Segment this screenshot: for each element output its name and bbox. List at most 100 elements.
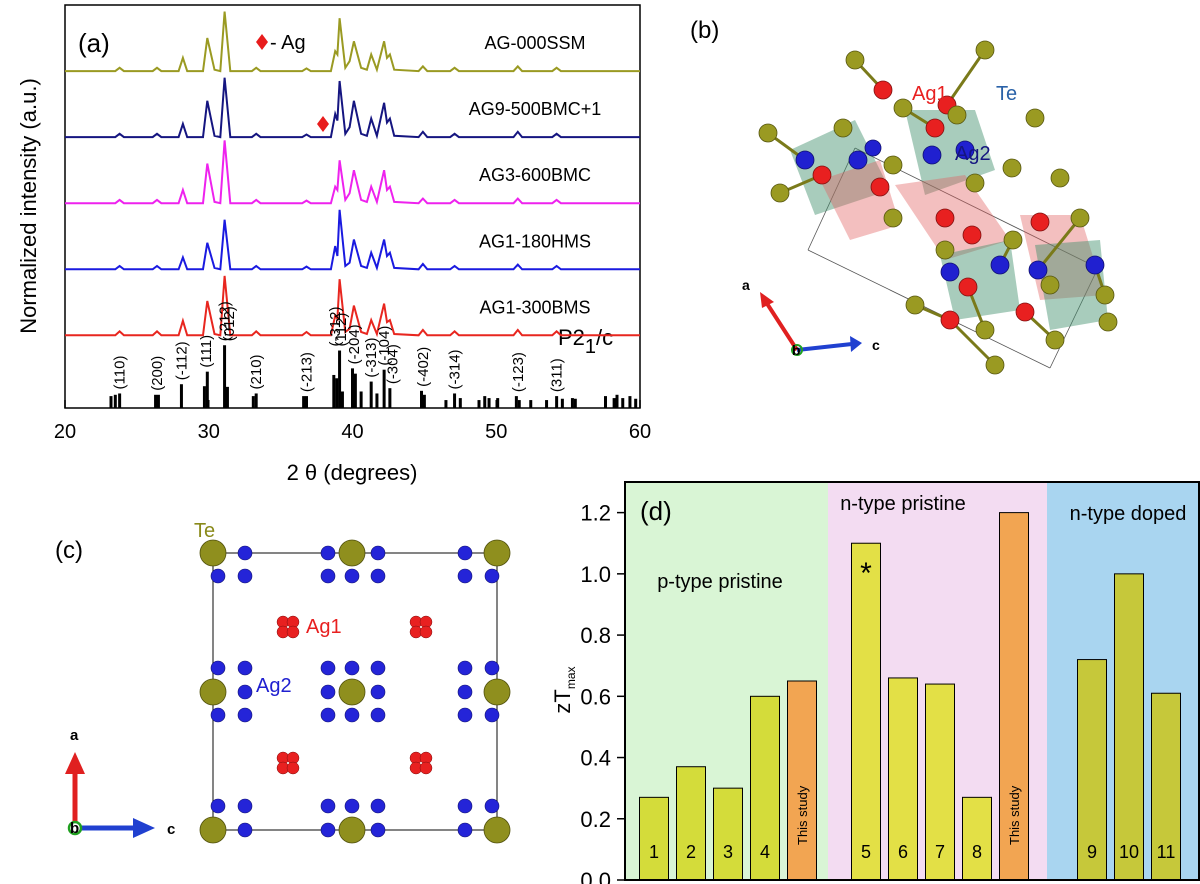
reference-bar xyxy=(453,393,457,408)
y-tick-label: 0.4 xyxy=(580,746,611,771)
hkl-label: (200) xyxy=(149,356,166,391)
hkl-label: (-112) xyxy=(173,341,190,380)
reference-bar xyxy=(113,394,117,408)
y-axis-label: Normalized intensity (a.u.) xyxy=(16,78,41,334)
reference-bar xyxy=(628,396,632,408)
ag2-atom xyxy=(370,684,386,700)
reference-bar xyxy=(604,396,607,408)
group-label: p-type pristine xyxy=(657,571,783,593)
reference-bar xyxy=(154,394,158,408)
x-axis-label: 2 θ (degrees) xyxy=(287,460,418,485)
panel-label: (a) xyxy=(78,28,110,58)
atom-label: Te xyxy=(194,520,215,542)
hkl-label: (-213) xyxy=(299,352,316,392)
bar-label: 1 xyxy=(649,842,659,862)
reference-bar xyxy=(156,394,160,408)
ag2-atom xyxy=(344,798,360,814)
ag-marker xyxy=(256,34,268,50)
reference-bar xyxy=(529,400,533,408)
legend-label: AG1-180HMS xyxy=(479,231,591,251)
x-tick-label: 50 xyxy=(485,421,507,443)
reference-bar xyxy=(514,396,518,408)
bar-label: 6 xyxy=(898,842,908,862)
ag1-atom xyxy=(286,625,300,639)
hkl-label: (-104) xyxy=(376,326,393,366)
ag2-atom xyxy=(320,707,336,723)
ag2-atom xyxy=(457,707,473,723)
axis-label: c xyxy=(872,337,880,353)
bar xyxy=(787,680,817,881)
bar xyxy=(888,677,918,881)
te-atom xyxy=(483,678,511,706)
bar-label: 5 xyxy=(861,842,871,862)
ag2-atom xyxy=(484,568,500,584)
bar-label: This study xyxy=(1007,785,1022,845)
pattern-line xyxy=(65,209,640,272)
ag2-atom xyxy=(237,568,253,584)
axis-label: b xyxy=(70,820,79,837)
te-atoms xyxy=(758,40,1118,375)
axis-arrow xyxy=(764,300,799,352)
bar xyxy=(851,542,881,881)
ag2-atom xyxy=(457,798,473,814)
panel-label: (b) xyxy=(690,17,719,44)
ag2-atom xyxy=(370,798,386,814)
y-tick-label: 0.8 xyxy=(580,623,611,648)
ag2-atom xyxy=(344,660,360,676)
hkl-label: (112) xyxy=(333,313,350,347)
ag1-atom xyxy=(286,761,300,775)
ag2-atom xyxy=(457,684,473,700)
group-label: n-type doped xyxy=(1070,503,1187,525)
ag2-atom xyxy=(210,798,226,814)
hkl-label: (311) xyxy=(549,358,566,392)
reference-bar xyxy=(223,345,227,408)
bar xyxy=(925,683,955,881)
axis-origin xyxy=(791,344,803,356)
te-atom xyxy=(483,539,511,567)
bar xyxy=(1077,659,1107,881)
y-tick-label: 0.6 xyxy=(580,684,611,709)
hkl-label: (111) xyxy=(198,335,215,368)
reference-bar xyxy=(496,398,500,408)
bar xyxy=(1114,573,1144,881)
ag2-atom xyxy=(484,798,500,814)
te-atom xyxy=(338,816,366,844)
bar xyxy=(676,766,706,881)
atom-label: Te xyxy=(996,83,1017,105)
reference-bar xyxy=(225,386,229,408)
reference-bar xyxy=(621,398,625,408)
ag2-atom xyxy=(237,822,253,838)
arrow-head xyxy=(133,818,155,838)
xrd-extras: - Ag P21/c (a) 2 θ (degrees) Normalized … xyxy=(16,28,613,485)
pattern-line xyxy=(65,275,640,338)
reference-bar xyxy=(545,400,549,408)
hkl-label: (-304) xyxy=(385,344,402,384)
hkl-label: (012) xyxy=(221,306,238,341)
ag2-atom xyxy=(457,545,473,561)
bar-label: 7 xyxy=(935,842,945,862)
bar-extras: zTmax xyxy=(550,666,578,713)
pattern-line xyxy=(65,11,640,74)
hkl-label: (-204) xyxy=(346,324,363,364)
y-tick-label: 1.2 xyxy=(580,501,611,526)
ag2-atom xyxy=(370,568,386,584)
bar-label: 4 xyxy=(760,842,770,862)
atoms xyxy=(199,539,511,844)
reference-bar xyxy=(340,391,344,408)
reference-bar xyxy=(483,396,487,408)
atom-label: Ag2 xyxy=(256,675,292,697)
ag2-atom xyxy=(320,822,336,838)
reference-bar xyxy=(517,400,521,408)
atom-label: Ag1 xyxy=(306,616,342,638)
reference-bar xyxy=(305,396,308,408)
hkl-label: (-212) xyxy=(217,301,234,341)
hkl-label: (-314) xyxy=(447,349,464,389)
atom-label: Ag1 xyxy=(912,83,948,105)
reference-bar xyxy=(335,378,339,408)
reference-bar xyxy=(353,373,357,408)
axis-label: a xyxy=(70,727,79,744)
y-tick-label: 0.2 xyxy=(580,807,611,832)
ag2-atom xyxy=(237,660,253,676)
ag2-atom xyxy=(370,822,386,838)
atom-label: Ag2 xyxy=(955,143,991,165)
